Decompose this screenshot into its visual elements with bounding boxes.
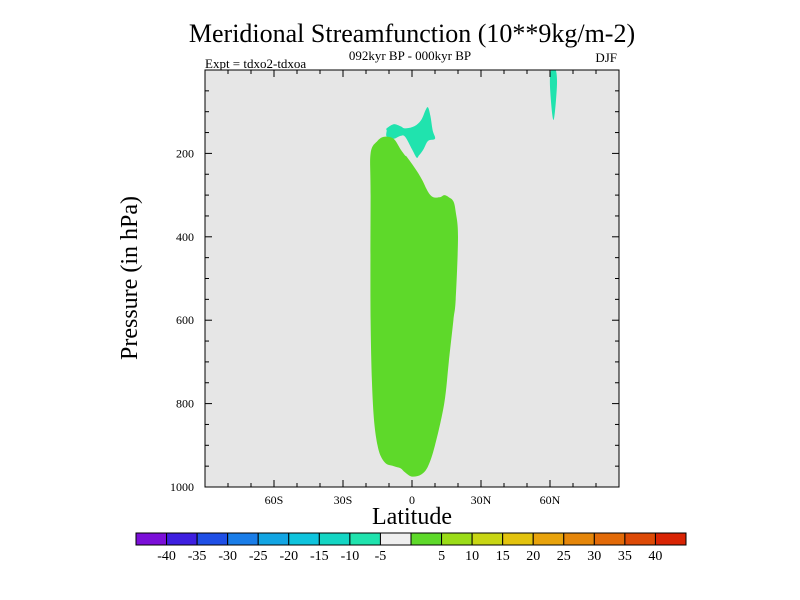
- y-tick-label: 800: [176, 397, 194, 411]
- colorbar-swatch: [532, 532, 565, 546]
- x-tick-label: 60N: [540, 493, 561, 507]
- colorbar-swatch: [227, 532, 259, 546]
- colorbar-swatch: [196, 532, 229, 546]
- colorbar-label: -20: [279, 549, 298, 564]
- colorbar-label: 10: [465, 549, 479, 564]
- season-label: DJF: [595, 50, 617, 65]
- contour-region-5to10-0: [370, 136, 458, 477]
- colorbar: -40 -35 -30 -25 -20 -15 -10 -5 5 10 15 20 25 30 35 40: [135, 532, 687, 564]
- colorbar-swatch: [257, 532, 290, 546]
- contour-region--10to-5-9: [549, 70, 558, 120]
- colorbar-swatch: [654, 532, 687, 546]
- x-tick-label: 30N: [471, 493, 492, 507]
- x-axis-label: Latitude: [372, 504, 452, 530]
- colorbar-swatch: [288, 532, 320, 546]
- colorbar-label: 20: [526, 549, 540, 564]
- contour-region--10to-5-8: [386, 107, 436, 158]
- experiment-label: Expt = tdxo2-tdxoa: [205, 56, 306, 71]
- x-tick-label: 60S: [265, 493, 284, 507]
- colorbar-label: 40: [648, 549, 662, 564]
- colorbar-label: 5: [438, 549, 445, 564]
- colorbar-swatch: [502, 532, 534, 546]
- y-tick-label: 400: [176, 230, 194, 244]
- colorbar-label: 25: [557, 549, 571, 564]
- colorbar-swatch: [318, 532, 351, 546]
- colorbar-swatch: [349, 532, 381, 546]
- colorbar-swatch: [624, 532, 656, 546]
- colorbar-swatch: [135, 532, 168, 546]
- colorbar-swatch: [410, 532, 443, 546]
- colorbar-swatch: [563, 532, 595, 546]
- colorbar-swatch: [471, 532, 504, 546]
- colorbar-label: -15: [310, 549, 329, 564]
- x-tick-label: 0: [409, 493, 415, 507]
- colorbar-swatch: [379, 532, 412, 546]
- colorbar-swatch: [441, 532, 473, 546]
- colorbar-label: 35: [618, 549, 632, 564]
- x-tick-label: 30S: [334, 493, 353, 507]
- axis-ticks: 60S 30S 0 30N 60N 200 400 600 800 1000: [170, 70, 619, 507]
- colorbar-label: -10: [341, 549, 360, 564]
- chart-subtitle: 092kyr BP - 000kyr BP: [349, 48, 471, 63]
- y-tick-label: 600: [176, 313, 194, 327]
- y-tick-label: 1000: [170, 480, 194, 494]
- chart-title: Meridional Streamfunction (10**9kg/m-2): [189, 19, 635, 48]
- colorbar-swatch: [166, 532, 198, 546]
- colorbar-swatch: [593, 532, 626, 546]
- colorbar-label: -25: [249, 549, 268, 564]
- colorbar-label: -5: [375, 549, 387, 564]
- y-axis-label: Pressure (in hPa): [117, 196, 143, 360]
- colorbar-label: -35: [188, 549, 207, 564]
- y-tick-label: 200: [176, 146, 194, 160]
- colorbar-label: 15: [496, 549, 510, 564]
- colorbar-label: -40: [157, 549, 176, 564]
- colorbar-label: 30: [587, 549, 601, 564]
- colorbar-label: -30: [218, 549, 237, 564]
- contour-fields: [370, 70, 558, 477]
